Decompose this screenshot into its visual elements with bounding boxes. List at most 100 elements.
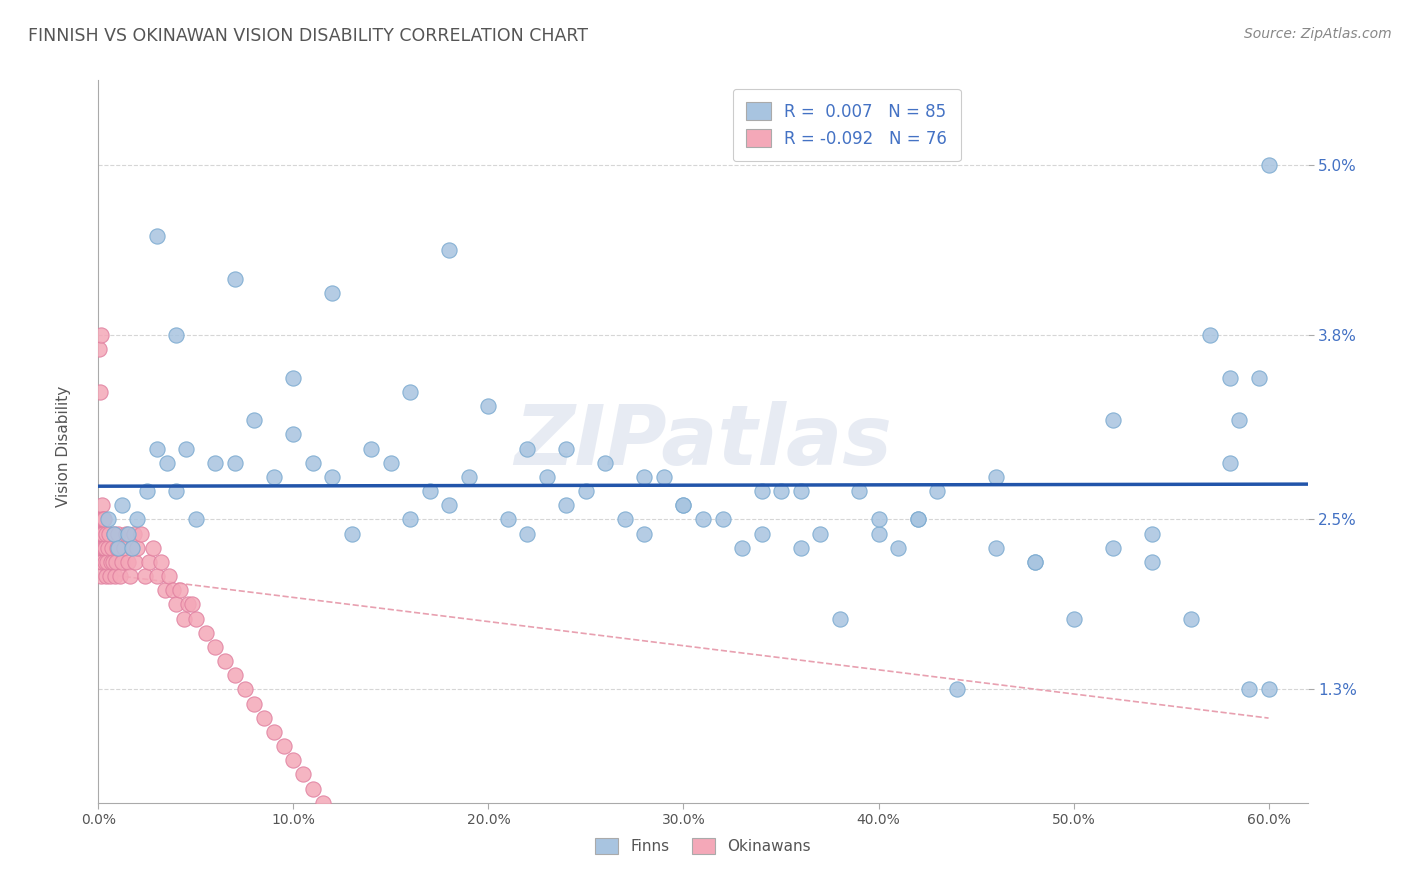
Point [156, 456, 179, 470]
Point [419, 484, 441, 499]
Point [283, 753, 305, 767]
Point [90, 555, 112, 569]
Point [887, 541, 910, 555]
Point [1219, 456, 1241, 470]
Point [98, 526, 121, 541]
Point [1101, 413, 1123, 427]
Point [751, 484, 773, 499]
Point [97, 512, 120, 526]
Point [614, 512, 637, 526]
Point [96, 555, 118, 569]
Point [91, 526, 114, 541]
Point [93, 555, 115, 569]
Point [93, 526, 115, 541]
Point [292, 767, 315, 781]
Point [283, 427, 305, 442]
Point [273, 739, 295, 753]
Point [94, 541, 117, 555]
Point [1024, 555, 1046, 569]
Point [907, 512, 929, 526]
Point [672, 498, 695, 512]
Point [94, 569, 117, 583]
Point [380, 456, 402, 470]
Point [117, 526, 139, 541]
Point [96, 526, 118, 541]
Point [1227, 413, 1250, 427]
Legend: Finns, Okinawans: Finns, Okinawans [589, 832, 817, 860]
Point [204, 640, 226, 654]
Point [131, 526, 153, 541]
Point [925, 484, 948, 499]
Point [112, 541, 135, 555]
Point [184, 612, 207, 626]
Point [122, 526, 145, 541]
Point [100, 555, 122, 569]
Point [174, 442, 197, 456]
Point [555, 498, 578, 512]
Point [789, 541, 811, 555]
Text: Source: ZipAtlas.com: Source: ZipAtlas.com [1244, 27, 1392, 41]
Point [118, 569, 141, 583]
Point [253, 711, 276, 725]
Point [1063, 612, 1085, 626]
Point [321, 470, 343, 484]
Point [263, 470, 285, 484]
Point [984, 541, 1007, 555]
Point [117, 555, 139, 569]
Point [108, 569, 131, 583]
Point [516, 442, 538, 456]
Point [121, 541, 143, 555]
Point [173, 612, 195, 626]
Point [204, 456, 226, 470]
Point [731, 541, 754, 555]
Point [1140, 526, 1163, 541]
Point [146, 229, 169, 244]
Point [90, 569, 112, 583]
Point [1140, 555, 1163, 569]
Point [90, 541, 112, 555]
Point [536, 470, 558, 484]
Point [283, 371, 305, 385]
Point [672, 498, 695, 512]
Point [165, 328, 187, 343]
Point [458, 470, 481, 484]
Point [91, 512, 114, 526]
Point [101, 555, 124, 569]
Point [90, 512, 112, 526]
Text: FINNISH VS OKINAWAN VISION DISABILITY CORRELATION CHART: FINNISH VS OKINAWAN VISION DISABILITY CO… [28, 27, 588, 45]
Point [89, 343, 111, 357]
Point [439, 244, 461, 258]
Point [1237, 682, 1260, 697]
Point [107, 526, 129, 541]
Point [138, 555, 160, 569]
Point [105, 541, 128, 555]
Point [243, 413, 266, 427]
Point [302, 456, 325, 470]
Point [184, 512, 207, 526]
Point [751, 526, 773, 541]
Point [633, 470, 655, 484]
Point [111, 555, 134, 569]
Point [104, 569, 127, 583]
Point [789, 484, 811, 499]
Point [89, 512, 111, 526]
Point [477, 399, 499, 413]
Point [97, 541, 120, 555]
Point [103, 526, 125, 541]
Point [121, 541, 143, 555]
Point [828, 612, 851, 626]
Point [340, 526, 363, 541]
Point [321, 810, 343, 824]
Point [312, 796, 335, 810]
Point [1101, 541, 1123, 555]
Point [907, 512, 929, 526]
Point [652, 470, 675, 484]
Point [945, 682, 967, 697]
Point [224, 456, 246, 470]
Point [360, 442, 382, 456]
Point [89, 526, 111, 541]
Point [555, 442, 578, 456]
Point [111, 498, 134, 512]
Point [194, 625, 217, 640]
Point [90, 526, 112, 541]
